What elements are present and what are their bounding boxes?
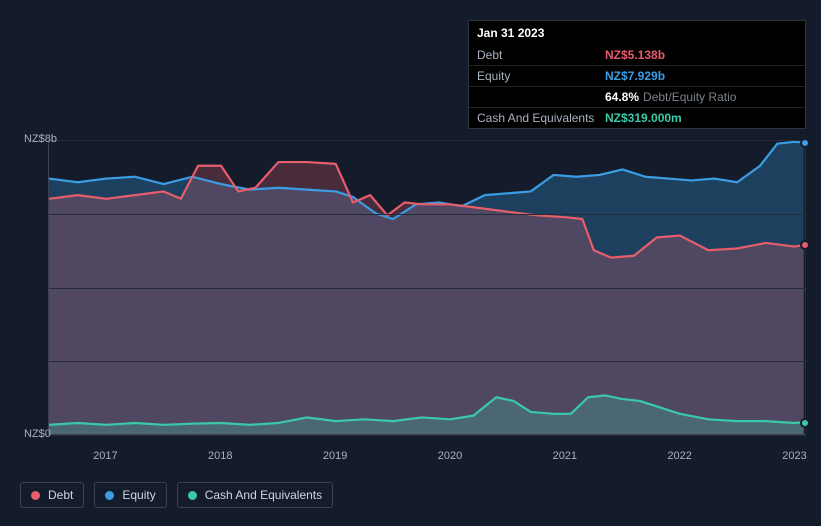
legend-debt[interactable]: Debt (20, 482, 84, 508)
tooltip-ratio-label: Debt/Equity Ratio (643, 90, 736, 104)
hover-cursor-line (805, 140, 806, 434)
legend-cash-dot (188, 491, 197, 500)
tooltip-row-equity: Equity NZ$7.929b (469, 66, 805, 87)
y-axis-label: NZ$8b (24, 133, 57, 145)
gridline (49, 435, 806, 436)
hover-tooltip: Jan 31 2023 Debt NZ$5.138b Equity NZ$7.9… (468, 20, 806, 129)
plot-area[interactable] (48, 140, 806, 435)
x-axis-label: 2017 (93, 450, 117, 462)
equity-end-marker (800, 138, 810, 148)
x-axis-label: 2018 (208, 450, 232, 462)
gridline (49, 214, 806, 215)
chart-container: Jan 31 2023 Debt NZ$5.138b Equity NZ$7.9… (0, 0, 821, 526)
legend-equity[interactable]: Equity (94, 482, 166, 508)
x-axis-label: 2022 (667, 450, 691, 462)
tooltip-cash-value: NZ$319.000m (605, 111, 682, 125)
legend-cash[interactable]: Cash And Equivalents (177, 482, 333, 508)
x-axis-label: 2021 (553, 450, 577, 462)
tooltip-debt-label: Debt (477, 48, 605, 62)
debt-end-marker (800, 240, 810, 250)
x-axis-label: 2020 (438, 450, 462, 462)
legend-debt-label: Debt (48, 488, 73, 502)
tooltip-equity-label: Equity (477, 69, 605, 83)
gridline (49, 288, 806, 289)
tooltip-cash-label: Cash And Equivalents (477, 111, 605, 125)
legend-cash-label: Cash And Equivalents (205, 488, 322, 502)
legend-equity-label: Equity (122, 488, 155, 502)
tooltip-ratio-value: 64.8% (605, 90, 639, 104)
x-axis-label: 2023 (782, 450, 806, 462)
gridline (49, 140, 806, 141)
tooltip-row-debt: Debt NZ$5.138b (469, 45, 805, 66)
tooltip-date: Jan 31 2023 (469, 21, 805, 45)
cash-end-marker (800, 418, 810, 428)
gridline (49, 361, 806, 362)
tooltip-debt-value: NZ$5.138b (605, 48, 665, 62)
y-axis-label: NZ$0 (24, 428, 51, 440)
tooltip-row-cash: Cash And Equivalents NZ$319.000m (469, 108, 805, 128)
legend-debt-dot (31, 491, 40, 500)
legend-equity-dot (105, 491, 114, 500)
tooltip-equity-value: NZ$7.929b (605, 69, 665, 83)
x-axis-label: 2019 (323, 450, 347, 462)
legend: Debt Equity Cash And Equivalents (20, 482, 333, 508)
tooltip-row-ratio: 64.8% Debt/Equity Ratio (469, 87, 805, 108)
